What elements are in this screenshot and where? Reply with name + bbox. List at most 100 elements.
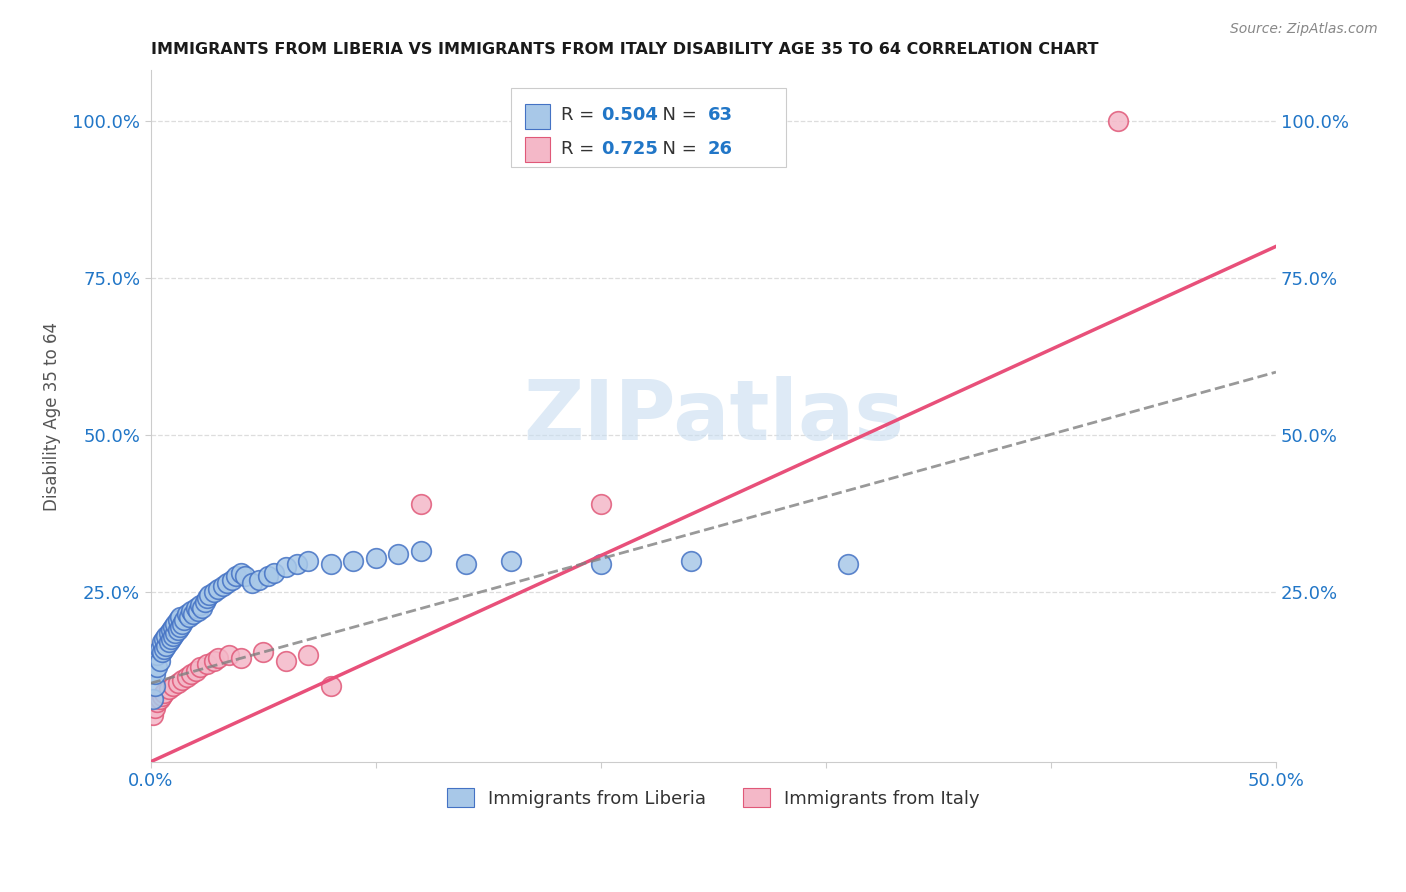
Point: [211, 579, 233, 593]
Point: [142, 707, 165, 722]
Point: [165, 616, 187, 631]
Point: [837, 557, 859, 571]
Point: [285, 557, 308, 571]
Text: ZIPatlas: ZIPatlas: [523, 376, 904, 457]
Point: [319, 679, 342, 693]
Point: [162, 629, 184, 643]
Point: [364, 550, 387, 565]
Point: [143, 701, 166, 715]
Point: [188, 598, 211, 612]
Point: [202, 585, 225, 599]
Text: R =: R =: [561, 106, 600, 124]
Text: N =: N =: [651, 139, 703, 158]
Point: [169, 620, 191, 634]
Point: [162, 620, 184, 634]
Point: [143, 679, 166, 693]
Point: [155, 639, 177, 653]
Point: [172, 673, 194, 687]
Point: [150, 689, 173, 703]
Text: R =: R =: [561, 139, 600, 158]
Point: [169, 610, 191, 624]
Point: [499, 554, 522, 568]
Point: [195, 657, 218, 672]
Point: [217, 575, 239, 590]
Point: [225, 569, 247, 583]
Point: [162, 679, 184, 693]
Point: [256, 569, 278, 583]
Point: [149, 692, 172, 706]
Point: [409, 497, 432, 511]
Point: [153, 685, 176, 699]
Text: 0.504: 0.504: [600, 106, 658, 124]
Point: [157, 635, 180, 649]
Point: [187, 604, 209, 618]
Point: [166, 623, 188, 637]
Point: [155, 629, 177, 643]
Point: [274, 654, 297, 668]
Point: [173, 613, 195, 627]
Point: [297, 648, 319, 662]
Point: [165, 626, 187, 640]
FancyBboxPatch shape: [526, 104, 550, 129]
Text: 63: 63: [707, 106, 733, 124]
Point: [274, 560, 297, 574]
Point: [188, 660, 211, 674]
Point: [153, 632, 176, 647]
Point: [207, 651, 229, 665]
Point: [176, 670, 198, 684]
Text: N =: N =: [651, 106, 703, 124]
Point: [157, 682, 180, 697]
Point: [589, 497, 612, 511]
Point: [195, 591, 218, 606]
Point: [191, 600, 214, 615]
Point: [143, 666, 166, 681]
Point: [149, 654, 172, 668]
Point: [149, 641, 172, 656]
Point: [157, 626, 180, 640]
Point: [194, 594, 217, 608]
Point: [233, 569, 256, 583]
Point: [180, 666, 202, 681]
Point: [146, 695, 169, 709]
Point: [177, 610, 200, 624]
Point: [166, 676, 188, 690]
Point: [202, 654, 225, 668]
Point: [160, 623, 183, 637]
Point: [146, 648, 169, 662]
Point: [166, 613, 188, 627]
Point: [679, 554, 702, 568]
FancyBboxPatch shape: [526, 137, 550, 162]
Point: [454, 557, 477, 571]
Point: [160, 632, 183, 647]
Point: [342, 554, 364, 568]
Point: [387, 547, 409, 561]
Point: [589, 557, 612, 571]
Point: [240, 575, 263, 590]
Point: [142, 692, 165, 706]
Point: [207, 582, 229, 596]
Point: [229, 566, 252, 581]
Text: 0.725: 0.725: [600, 139, 658, 158]
Point: [297, 554, 319, 568]
Point: [176, 607, 198, 621]
Point: [146, 660, 169, 674]
Point: [153, 641, 176, 656]
Point: [319, 557, 342, 571]
Point: [252, 645, 274, 659]
Legend: Immigrants from Liberia, Immigrants from Italy: Immigrants from Liberia, Immigrants from…: [440, 781, 987, 815]
Point: [247, 573, 270, 587]
Point: [1107, 113, 1129, 128]
Text: 26: 26: [707, 139, 733, 158]
Point: [221, 573, 243, 587]
Point: [184, 664, 207, 678]
Text: Source: ZipAtlas.com: Source: ZipAtlas.com: [1230, 22, 1378, 37]
Point: [409, 544, 432, 558]
Point: [172, 616, 194, 631]
Point: [183, 607, 205, 621]
Y-axis label: Disability Age 35 to 64: Disability Age 35 to 64: [44, 322, 60, 510]
Point: [184, 600, 207, 615]
Point: [218, 648, 240, 662]
Text: IMMIGRANTS FROM LIBERIA VS IMMIGRANTS FROM ITALY DISABILITY AGE 35 TO 64 CORRELA: IMMIGRANTS FROM LIBERIA VS IMMIGRANTS FR…: [150, 42, 1098, 57]
Point: [150, 635, 173, 649]
FancyBboxPatch shape: [510, 87, 786, 167]
